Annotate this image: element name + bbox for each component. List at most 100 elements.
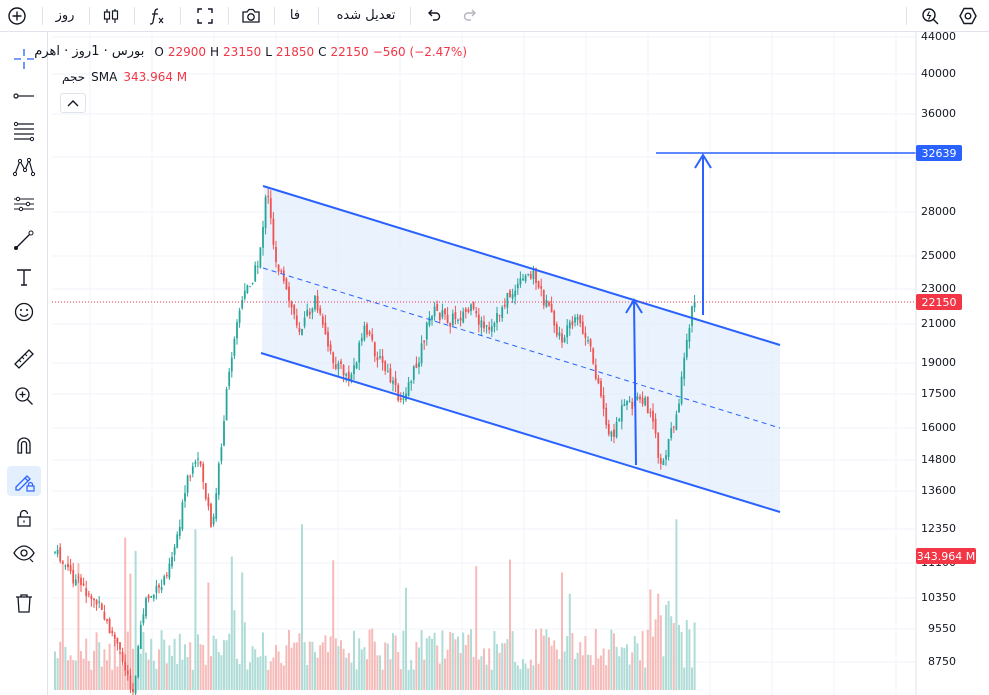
- collapse-legend-button[interactable]: [60, 93, 86, 113]
- volume-bar: [425, 638, 428, 690]
- volume-bar: [262, 632, 264, 690]
- volume-bar: [680, 631, 683, 690]
- candle-body: [145, 597, 147, 617]
- candle-body: [220, 447, 223, 462]
- text-tool[interactable]: [7, 262, 41, 292]
- fib-tool[interactable]: [7, 116, 41, 146]
- candle-body: [392, 380, 394, 384]
- interval-button[interactable]: روز: [50, 0, 80, 31]
- candle-body: [636, 396, 639, 400]
- lock-all-tool[interactable]: [7, 503, 41, 533]
- candle-body: [592, 348, 595, 364]
- zoom-tool[interactable]: [7, 381, 41, 411]
- volume-bar: [454, 639, 457, 690]
- candle-body: [275, 246, 277, 263]
- snapshot-button[interactable]: [238, 0, 264, 31]
- candle-body: [67, 563, 69, 568]
- volume-bar: [345, 657, 348, 690]
- volume-bar: [319, 645, 322, 690]
- candle-body: [444, 308, 446, 315]
- lock-icon: [17, 509, 31, 527]
- candle-body: [72, 569, 75, 584]
- language-label: فا: [289, 8, 301, 23]
- change-value: −560 (−2.47%): [372, 44, 467, 59]
- price-axis-tick: 16000: [921, 421, 956, 434]
- low-value: 21850: [275, 44, 315, 59]
- symbol-title[interactable]: بورس · 1روز · اهرم: [34, 44, 145, 59]
- candle-body: [191, 466, 194, 474]
- volume-bar: [457, 636, 459, 690]
- volume-bar: [301, 524, 303, 690]
- candle-body: [147, 595, 150, 599]
- prediction-tool[interactable]: [7, 189, 41, 219]
- candle-body: [662, 460, 665, 466]
- emoji-tool[interactable]: [7, 297, 41, 327]
- fullscreen-button[interactable]: [192, 0, 218, 31]
- volume-bar: [103, 649, 106, 690]
- volume-bar: [210, 656, 212, 690]
- candle-body: [464, 308, 467, 312]
- volume-bar: [64, 646, 67, 690]
- volume-bar: [373, 641, 376, 690]
- volume-bar: [272, 657, 275, 690]
- hide-drawings-tool[interactable]: [7, 538, 41, 568]
- candle-body: [428, 317, 431, 326]
- chart-type-button[interactable]: [98, 0, 124, 31]
- candle-body: [488, 326, 491, 330]
- volume-bar: [61, 563, 64, 690]
- volume-name[interactable]: حجم: [62, 70, 86, 84]
- candle-body: [381, 356, 384, 363]
- eye-icon: [13, 545, 35, 563]
- settings-button[interactable]: [954, 0, 982, 31]
- candle-body: [386, 371, 389, 373]
- redo-button[interactable]: [458, 0, 484, 31]
- volume-bar: [662, 656, 665, 690]
- candle-body: [503, 304, 506, 307]
- undo-button[interactable]: [420, 0, 446, 31]
- candle-body: [290, 301, 293, 308]
- measure-tool[interactable]: [7, 344, 41, 374]
- volume-bar: [610, 629, 613, 690]
- language-button[interactable]: فا: [282, 0, 308, 31]
- candle-body: [423, 340, 426, 343]
- candle-body: [620, 405, 623, 422]
- volume-bar: [207, 582, 210, 690]
- magnet-tool[interactable]: [7, 430, 41, 460]
- volume-bar: [116, 666, 119, 690]
- volume-bar: [165, 663, 168, 690]
- lock-drawing-tool[interactable]: [7, 466, 41, 496]
- remove-drawings-tool[interactable]: [7, 588, 41, 618]
- search-bolt-icon: [922, 7, 939, 24]
- toolbar-separator: [318, 7, 319, 25]
- volume-ma-label: SMA: [91, 70, 118, 84]
- volume-bar: [251, 646, 254, 690]
- volume-bar: [402, 630, 405, 690]
- candle-body: [93, 598, 95, 601]
- candle-body: [665, 455, 667, 460]
- indicators-button[interactable]: [144, 0, 170, 31]
- volume-bar: [514, 662, 517, 690]
- candle-body: [477, 314, 480, 325]
- volume-bar: [451, 633, 454, 690]
- volume-bar: [470, 629, 472, 690]
- volume-bar: [142, 631, 145, 690]
- trend-line-tool[interactable]: [7, 81, 41, 111]
- candle-body: [410, 381, 413, 384]
- volume-bar: [607, 649, 610, 690]
- volume-bar: [363, 647, 366, 690]
- candle-body: [269, 198, 272, 219]
- brush-tool[interactable]: [7, 225, 41, 255]
- open-key: O: [154, 44, 164, 59]
- pattern-tool[interactable]: [7, 152, 41, 182]
- volume-bar: [431, 638, 433, 690]
- volume-bar: [555, 649, 558, 690]
- channel-bottom-line: [260, 352, 781, 513]
- adjusted-button[interactable]: تعدیل شده: [328, 0, 404, 31]
- quick-search-button[interactable]: [916, 0, 944, 31]
- volume-bar: [347, 653, 350, 690]
- add-symbol-button[interactable]: [5, 0, 29, 31]
- crosshair-tool[interactable]: [7, 44, 41, 74]
- volume-value: 343.964 M: [123, 70, 188, 84]
- volume-bar: [438, 663, 441, 690]
